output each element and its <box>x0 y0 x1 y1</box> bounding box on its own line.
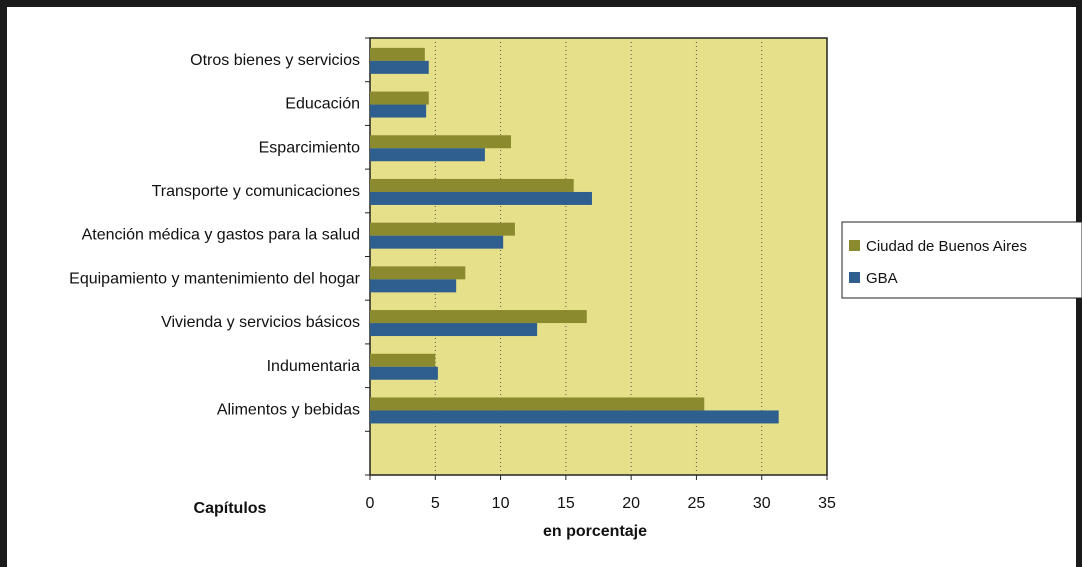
x-tick-label: 15 <box>557 495 575 512</box>
bar-gba <box>370 60 429 74</box>
bar-gba <box>370 148 485 162</box>
x-tick-label: 25 <box>688 495 706 512</box>
bar-ciudad <box>370 222 515 236</box>
bar-ciudad <box>370 353 436 367</box>
x-tick-label: 5 <box>431 495 440 512</box>
legend-label-ciudad: Ciudad de Buenos Aires <box>866 238 1027 255</box>
bar-ciudad <box>370 91 429 105</box>
bar-ciudad <box>370 310 587 324</box>
bars <box>370 47 779 424</box>
x-tick-label: 0 <box>366 495 375 512</box>
category-label: Atención médica y gastos para la salud <box>82 227 360 244</box>
bar-gba <box>370 279 457 293</box>
category-label: Equipamiento y mantenimiento del hogar <box>69 270 361 287</box>
x-tick-label: 20 <box>622 495 640 512</box>
bar-gba <box>370 191 592 205</box>
bar-ciudad <box>370 397 705 411</box>
x-axis-title: en porcentaje <box>543 523 647 540</box>
bar-ciudad <box>370 178 574 192</box>
x-tick-label: 30 <box>753 495 771 512</box>
category-label: Vivienda y servicios básicos <box>161 314 360 331</box>
bar-gba <box>370 104 427 118</box>
category-label: Educación <box>285 96 360 113</box>
x-tick-label: 10 <box>492 495 510 512</box>
category-label: Indumentaria <box>267 358 360 375</box>
category-label: Alimentos y bebidas <box>217 401 360 418</box>
legend-label-gba: GBA <box>866 270 898 287</box>
legend-swatch-gba <box>849 272 860 283</box>
x-tick-label: 35 <box>818 495 836 512</box>
legend-swatch-ciudad <box>849 240 860 251</box>
legend-box <box>841 221 1082 299</box>
category-label: Esparcimiento <box>259 139 360 156</box>
x-axis: 0 5 10 15 20 25 30 35 <box>365 37 836 512</box>
legend: Ciudad de Buenos Aires GBA <box>841 221 1082 299</box>
bar-gba <box>370 410 779 424</box>
category-label: Transporte y comunicaciones <box>152 183 360 200</box>
bar-gba <box>370 366 438 380</box>
category-labels: Alimentos y bebidas Indumentaria Vivienda … <box>69 52 361 419</box>
y-axis-title: Capítulos <box>194 500 267 517</box>
bar-gba <box>370 235 504 249</box>
category-label: Otros bienes y servicios <box>190 52 360 69</box>
bar-ciudad <box>370 266 466 280</box>
bar-gba <box>370 323 538 337</box>
bar-ciudad <box>370 135 512 149</box>
bar-ciudad <box>370 47 425 61</box>
